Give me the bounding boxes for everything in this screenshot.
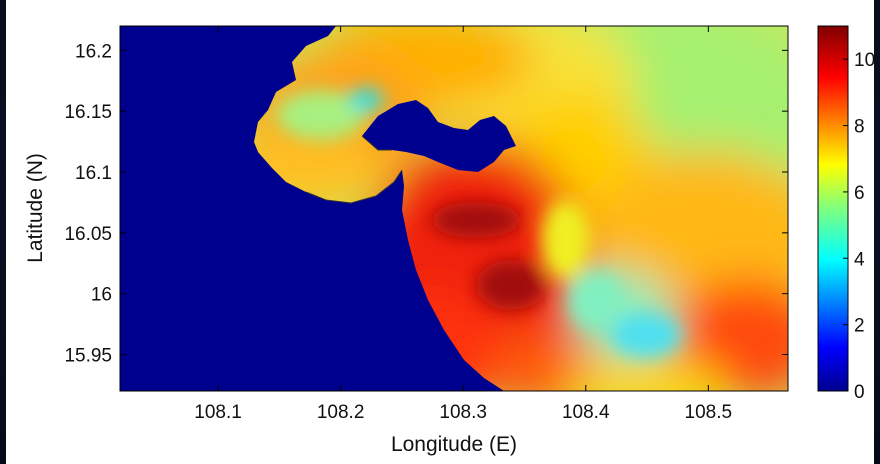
x-axis: 108.1 108.2 108.3 108.4 108.5 xyxy=(194,26,732,423)
colorbar-tick-label: 6 xyxy=(854,183,865,204)
colorbar-tick-label: 4 xyxy=(854,249,865,270)
plot-box xyxy=(119,25,789,392)
field-layer xyxy=(120,26,788,391)
y-axis-label: Latitude (N) xyxy=(24,153,47,263)
x-axis-label: Longitude (E) xyxy=(391,433,517,456)
field-blobs xyxy=(226,26,788,391)
y-tick-label: 16.05 xyxy=(64,224,112,245)
coastline xyxy=(305,135,403,204)
colorbar-tick-label: 2 xyxy=(854,316,865,337)
y-tick-label: 16.15 xyxy=(64,102,112,123)
y-tick-label: 15.95 xyxy=(64,346,112,367)
colorbar xyxy=(817,25,849,392)
colorbar-tick-label: 10 xyxy=(854,50,874,71)
x-tick-label: 108.4 xyxy=(562,402,610,423)
chart-frame: 108.1 108.2 108.3 108.4 108.5 16.2 16.15 16.1 1… xyxy=(6,0,874,464)
peninsula xyxy=(362,100,516,172)
x-tick-label: 108.2 xyxy=(317,402,365,423)
y-tick-label: 16 xyxy=(91,285,112,306)
land-mass xyxy=(120,26,504,391)
y-tick-label: 16.2 xyxy=(75,41,112,62)
field-details xyxy=(276,88,681,357)
colorbar-tick-label: 8 xyxy=(854,117,865,138)
x-tick-label: 108.1 xyxy=(194,402,242,423)
chart: 108.1 108.2 108.3 108.4 108.5 16.216.1516.11… xyxy=(24,25,874,456)
y-tick-label: 16.1 xyxy=(75,163,112,184)
x-tick-label: 108.3 xyxy=(439,402,487,423)
colorbar-ticks: 0 2 4 6 8 10 xyxy=(843,50,874,403)
y-axis: 16.2 16.15 16.1 16.05 16 15.95 xyxy=(64,41,788,367)
colorbar-tick-label: 0 xyxy=(854,382,865,403)
x-tick-label: 108.5 xyxy=(685,402,733,423)
